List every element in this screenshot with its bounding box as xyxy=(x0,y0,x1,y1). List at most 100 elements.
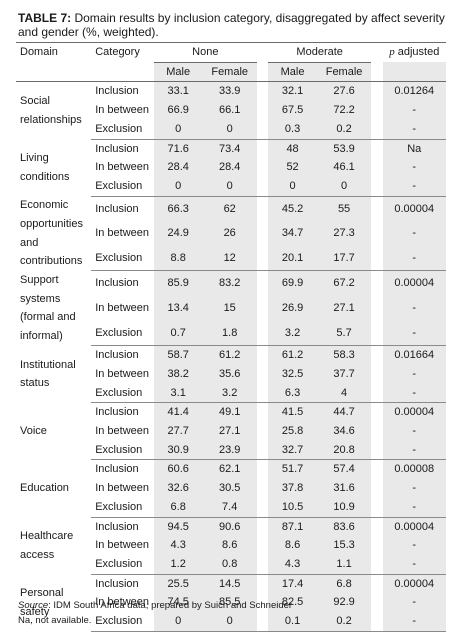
p-adjusted-label: adjusted xyxy=(394,46,440,59)
category-cell: In between xyxy=(95,161,150,174)
table-row: Institutional status Inclusion 58.7 61.2 61.… xyxy=(16,345,446,389)
source-text: : IDM South Africa data, prepared by Sui… xyxy=(48,600,293,611)
moderate-female-cell: 27.1 xyxy=(316,296,372,321)
category-cell: Inclusion xyxy=(95,349,139,362)
moderate-female-cell: 27.3 xyxy=(316,221,372,246)
table-row: In between 24.9 26 34.7 27.3- xyxy=(16,221,446,246)
moderate-male-cell: 45.2 xyxy=(268,196,317,222)
header-p-adjusted: p adjusted xyxy=(382,42,446,63)
table-row: Exclusion 8.8 12 20.1 17.7- xyxy=(16,245,446,272)
p-adjusted-cell: 0.01664 xyxy=(382,345,446,365)
none-female-cell: 0.8 xyxy=(202,554,257,575)
moderate-male-cell: 3.2 xyxy=(268,320,317,347)
moderate-male-cell: 52 xyxy=(268,158,317,177)
none-male-cell: 0 xyxy=(153,176,203,197)
p-adjusted-cell: - xyxy=(382,554,446,575)
moderate-female-cell: 17.7 xyxy=(316,245,372,272)
none-male-cell: 30.9 xyxy=(153,440,203,461)
table-row: In between 4.3 8.6 8.6 15.3- xyxy=(16,536,446,555)
none-female-cell: 62.1 xyxy=(202,459,257,480)
table-row: Personal safety Inclusion 25.5 14.5 17.4 6.8 0… xyxy=(16,574,446,618)
table-row: In between 27.7 27.1 25.8 34.6- xyxy=(16,422,446,441)
category-cell: In between xyxy=(95,425,150,438)
p-adjusted-cell: - xyxy=(382,497,446,518)
moderate-male-cell: 37.8 xyxy=(268,479,317,498)
none-male-cell: 94.5 xyxy=(153,517,203,537)
none-male-cell: 1.2 xyxy=(153,554,203,575)
none-male-cell: 0 xyxy=(153,119,203,140)
moderate-male-cell: 20.1 xyxy=(268,245,317,272)
category-cell: Exclusion xyxy=(91,320,154,347)
none-male-cell: 60.6 xyxy=(153,459,203,480)
table-row: Exclusion 6.8 7.4 10.5 10.9- xyxy=(16,497,446,518)
none-male-cell: 0 xyxy=(153,612,203,632)
category-cell: In between xyxy=(95,301,150,314)
none-male-cell: 85.9 xyxy=(153,270,203,297)
category-cell: Inclusion xyxy=(95,202,139,215)
none-male-cell: 4.3 xyxy=(153,536,203,555)
table-row: Exclusion 0.7 1.8 3.2 5.7- xyxy=(16,320,446,347)
moderate-male-cell: 17.4 xyxy=(268,574,317,594)
table-row: In between 32.6 30.5 37.8 31.6- xyxy=(16,479,446,498)
table-row: Exclusion 3.1 3.2 6.3 4- xyxy=(16,383,446,404)
domain-cell: Education xyxy=(20,482,69,495)
header-moderate: Moderate xyxy=(268,42,372,63)
p-adjusted-cell: - xyxy=(382,383,446,404)
header-none-male: Male xyxy=(153,62,203,83)
category-cell: Exclusion xyxy=(91,245,154,272)
p-adjusted-cell: 0.00004 xyxy=(382,517,446,537)
header-category: Category xyxy=(91,42,154,63)
table-row: In between 28.4 28.4 52 46.1- xyxy=(16,158,446,177)
header-moderate-male: Male xyxy=(268,62,317,83)
none-female-cell: 26 xyxy=(202,221,257,246)
moderate-male-cell: 8.6 xyxy=(268,536,317,555)
none-female-cell: 14.5 xyxy=(202,574,257,594)
domain-cell: Economic opportunities and contributions xyxy=(20,199,83,268)
moderate-female-cell: 92.9 xyxy=(316,593,372,613)
table-row: Living conditions Inclusion 71.6 73.4 48 53.9… xyxy=(16,139,446,183)
moderate-female-cell: 5.7 xyxy=(316,320,372,347)
na-note: Na, not available. xyxy=(18,615,92,626)
none-male-cell: 58.7 xyxy=(153,345,203,365)
p-adjusted-cell: - xyxy=(382,612,446,632)
none-male-cell: 13.4 xyxy=(153,296,203,321)
none-female-cell: 15 xyxy=(202,296,257,321)
p-adjusted-cell: 0.00008 xyxy=(382,459,446,480)
none-male-cell: 66.3 xyxy=(153,196,203,222)
none-female-cell: 0 xyxy=(202,119,257,140)
p-adjusted-cell: - xyxy=(382,364,446,384)
moderate-male-cell: 32.7 xyxy=(268,440,317,461)
none-female-cell: 12 xyxy=(202,245,257,272)
moderate-female-cell: 15.3 xyxy=(316,536,372,555)
table-row: Economic opportunities and contributions… xyxy=(16,196,446,267)
p-adjusted-cell: 0.01264 xyxy=(382,81,446,102)
moderate-female-cell: 0.2 xyxy=(316,612,372,632)
table-row: Social relationships Inclusion 33.1 33.9 32.… xyxy=(16,81,446,126)
none-female-cell: 61.2 xyxy=(202,345,257,365)
category-cell: Inclusion xyxy=(95,577,139,590)
category-cell: Exclusion xyxy=(91,119,154,140)
moderate-female-cell: 46.1 xyxy=(316,158,372,177)
table-row: Exclusion 0 0 0 0- xyxy=(16,176,446,197)
moderate-female-cell: 20.8 xyxy=(316,440,372,461)
moderate-female-cell: 67.2 xyxy=(316,270,372,297)
table-row: Healthcare access Inclusion 94.5 90.6 87.1 83… xyxy=(16,517,446,561)
none-female-cell: 33.9 xyxy=(202,81,257,102)
table-row: Exclusion 1.2 0.8 4.3 1.1- xyxy=(16,554,446,575)
moderate-male-cell: 0.1 xyxy=(268,612,317,632)
category-cell: Inclusion xyxy=(95,142,139,155)
none-male-cell: 6.8 xyxy=(153,497,203,518)
none-female-cell: 49.1 xyxy=(202,402,257,423)
category-cell: In between xyxy=(95,596,150,609)
category-cell: Inclusion xyxy=(95,463,139,476)
none-female-cell: 8.6 xyxy=(202,536,257,555)
none-female-cell: 66.1 xyxy=(202,101,257,120)
category-cell: Inclusion xyxy=(95,277,139,290)
p-adjusted-cell: 0.00004 xyxy=(382,196,446,222)
moderate-male-cell: 69.9 xyxy=(268,270,317,297)
table-row: Exclusion 0 0 0.1 0.2- xyxy=(16,612,446,632)
none-male-cell: 41.4 xyxy=(153,402,203,423)
domain-cell: Living conditions xyxy=(20,151,70,183)
moderate-male-cell: 32.1 xyxy=(268,81,317,102)
